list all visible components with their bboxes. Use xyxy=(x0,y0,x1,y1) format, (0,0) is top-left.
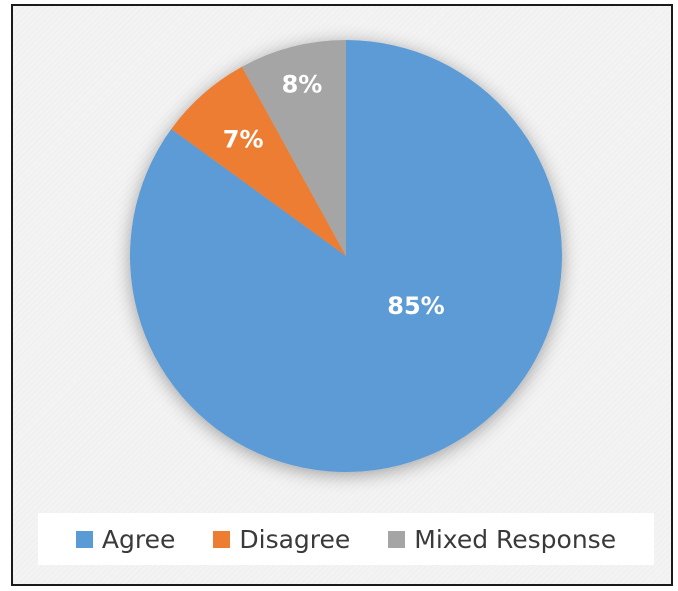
legend-entry-agree: Agree xyxy=(75,524,176,554)
legend-label-agree: Agree xyxy=(101,524,176,554)
chart-frame: 85% 7% 8% Agree Disagree Mixed Response xyxy=(11,4,673,586)
legend-label-disagree: Disagree xyxy=(239,524,351,554)
legend-swatch-disagree xyxy=(213,530,231,548)
legend-label-mixed-response: Mixed Response xyxy=(414,524,617,554)
data-label-agree: 85% xyxy=(387,292,444,320)
data-label-mixed-response: 8% xyxy=(282,70,323,98)
pie-data-labels: 85% 7% 8% xyxy=(223,70,445,320)
pie-chart: 85% 7% 8% xyxy=(130,40,562,472)
legend-entry-disagree: Disagree xyxy=(213,525,350,554)
legend-swatch-agree xyxy=(75,530,93,548)
legend-swatch-mixed-response xyxy=(388,530,406,548)
legend: Agree Disagree Mixed Response xyxy=(38,513,654,565)
pie-slice-mixed-response xyxy=(241,40,346,256)
legend-entry-mixed-response: Mixed Response xyxy=(388,525,616,554)
pie-slice-disagree xyxy=(171,66,346,256)
pie-slices xyxy=(130,40,562,472)
data-label-disagree: 7% xyxy=(223,125,264,153)
